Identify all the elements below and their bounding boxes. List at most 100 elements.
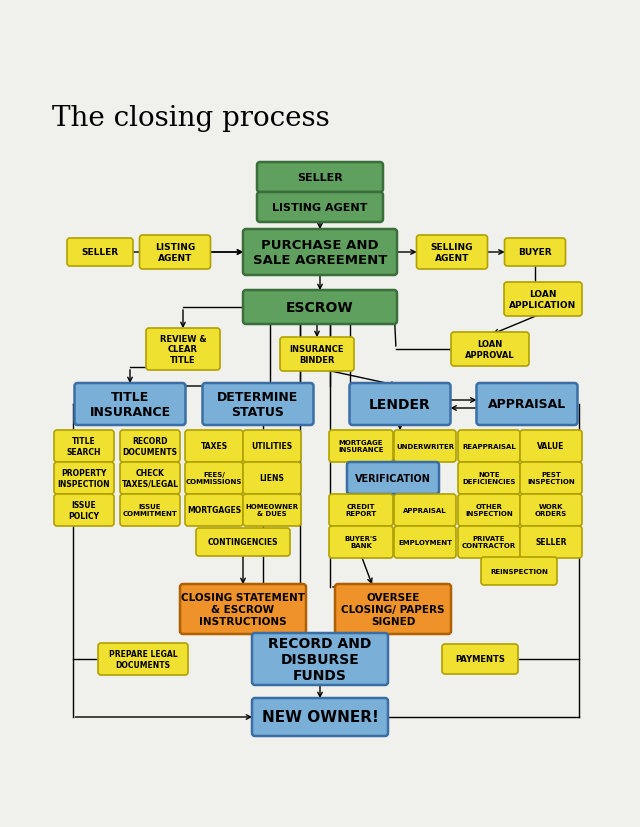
Text: NEW OWNER!: NEW OWNER! [262, 710, 378, 724]
FancyBboxPatch shape [257, 193, 383, 222]
FancyBboxPatch shape [120, 495, 180, 526]
FancyBboxPatch shape [335, 585, 451, 634]
FancyBboxPatch shape [180, 585, 306, 634]
FancyBboxPatch shape [54, 495, 114, 526]
FancyBboxPatch shape [252, 698, 388, 736]
Text: HOMEOWNER
& DUES: HOMEOWNER & DUES [245, 504, 299, 517]
Text: PROPERTY
INSPECTION: PROPERTY INSPECTION [58, 469, 110, 488]
Text: RECORD
DOCUMENTS: RECORD DOCUMENTS [122, 437, 177, 457]
Text: LIENS: LIENS [260, 474, 284, 483]
Text: PEST
INSPECTION: PEST INSPECTION [527, 472, 575, 485]
Text: DETERMINE
STATUS: DETERMINE STATUS [218, 390, 299, 418]
FancyBboxPatch shape [329, 495, 393, 526]
FancyBboxPatch shape [458, 462, 520, 495]
Text: The closing process: The closing process [52, 104, 330, 131]
Text: PREPARE LEGAL
DOCUMENTS: PREPARE LEGAL DOCUMENTS [109, 649, 177, 669]
FancyBboxPatch shape [329, 526, 393, 558]
Text: LISTING AGENT: LISTING AGENT [272, 203, 368, 213]
FancyBboxPatch shape [98, 643, 188, 675]
FancyBboxPatch shape [280, 337, 354, 371]
Text: CLOSING STATEMENT
& ESCROW
INSTRUCTIONS: CLOSING STATEMENT & ESCROW INSTRUCTIONS [181, 593, 305, 626]
Text: ISSUE
COMMITMENT: ISSUE COMMITMENT [123, 504, 177, 517]
Text: BUYER'S
BANK: BUYER'S BANK [344, 536, 378, 549]
Text: PAYMENTS: PAYMENTS [455, 655, 505, 664]
FancyBboxPatch shape [520, 462, 582, 495]
FancyBboxPatch shape [54, 431, 114, 462]
Text: RECORD AND
DISBURSE
FUNDS: RECORD AND DISBURSE FUNDS [268, 636, 372, 682]
Text: VERIFICATION: VERIFICATION [355, 473, 431, 484]
FancyBboxPatch shape [504, 239, 566, 266]
Text: REAPPRAISAL: REAPPRAISAL [462, 443, 516, 449]
Text: REINSPECTION: REINSPECTION [490, 568, 548, 574]
Text: MORTGAGES: MORTGAGES [187, 506, 241, 515]
Text: OTHER
INSPECTION: OTHER INSPECTION [465, 504, 513, 517]
Text: APPRAISAL: APPRAISAL [403, 508, 447, 514]
FancyBboxPatch shape [185, 495, 243, 526]
Text: UTILITIES: UTILITIES [252, 442, 292, 451]
Text: FEES/
COMMISSIONS: FEES/ COMMISSIONS [186, 472, 242, 485]
FancyBboxPatch shape [257, 163, 383, 193]
FancyBboxPatch shape [347, 462, 439, 495]
Text: LOAN
APPLICATION: LOAN APPLICATION [509, 290, 577, 309]
FancyBboxPatch shape [477, 384, 577, 425]
FancyBboxPatch shape [120, 431, 180, 462]
FancyBboxPatch shape [54, 462, 114, 495]
FancyBboxPatch shape [394, 495, 456, 526]
FancyBboxPatch shape [504, 283, 582, 317]
FancyBboxPatch shape [394, 526, 456, 558]
FancyBboxPatch shape [458, 431, 520, 462]
Text: TITLE
INSURANCE: TITLE INSURANCE [90, 390, 171, 418]
FancyBboxPatch shape [196, 528, 290, 557]
FancyBboxPatch shape [243, 230, 397, 275]
FancyBboxPatch shape [458, 526, 520, 558]
FancyBboxPatch shape [451, 332, 529, 366]
FancyBboxPatch shape [202, 384, 314, 425]
FancyBboxPatch shape [243, 290, 397, 325]
FancyBboxPatch shape [67, 239, 133, 266]
Text: ISSUE
POLICY: ISSUE POLICY [68, 500, 99, 520]
Text: ESCROW: ESCROW [286, 301, 354, 314]
FancyBboxPatch shape [185, 462, 243, 495]
Text: VALUE: VALUE [538, 442, 564, 451]
Text: BUYER: BUYER [518, 248, 552, 257]
FancyBboxPatch shape [481, 557, 557, 586]
Text: WORK
ORDERS: WORK ORDERS [535, 504, 567, 517]
FancyBboxPatch shape [243, 431, 301, 462]
FancyBboxPatch shape [243, 495, 301, 526]
Text: INSURANCE
BINDER: INSURANCE BINDER [290, 345, 344, 364]
FancyBboxPatch shape [243, 462, 301, 495]
Text: CREDIT
REPORT: CREDIT REPORT [346, 504, 376, 517]
Text: PURCHASE AND
SALE AGREEMENT: PURCHASE AND SALE AGREEMENT [253, 239, 387, 266]
FancyBboxPatch shape [146, 328, 220, 370]
Text: NOTE
DEFICIENCIES: NOTE DEFICIENCIES [462, 472, 516, 485]
Text: EMPLOYMENT: EMPLOYMENT [398, 539, 452, 545]
FancyBboxPatch shape [140, 236, 211, 270]
Text: CONTINGENCIES: CONTINGENCIES [208, 538, 278, 547]
Text: LENDER: LENDER [369, 398, 431, 412]
Text: LISTING
AGENT: LISTING AGENT [155, 243, 195, 262]
FancyBboxPatch shape [520, 431, 582, 462]
Text: OVERSEE
CLOSING/ PAPERS
SIGNED: OVERSEE CLOSING/ PAPERS SIGNED [341, 593, 445, 626]
Text: MORTGAGE
INSURANCE: MORTGAGE INSURANCE [339, 440, 384, 453]
FancyBboxPatch shape [349, 384, 451, 425]
Text: SELLER: SELLER [535, 538, 567, 547]
Text: REVIEW &
CLEAR
TITLE: REVIEW & CLEAR TITLE [160, 335, 206, 365]
Text: SELLER: SELLER [297, 173, 343, 183]
Text: TAXES: TAXES [200, 442, 228, 451]
FancyBboxPatch shape [520, 495, 582, 526]
FancyBboxPatch shape [185, 431, 243, 462]
FancyBboxPatch shape [520, 526, 582, 558]
Text: UNDERWRITER: UNDERWRITER [396, 443, 454, 449]
FancyBboxPatch shape [120, 462, 180, 495]
Text: SELLING
AGENT: SELLING AGENT [431, 243, 473, 262]
Text: SELLER: SELLER [81, 248, 118, 257]
Text: LOAN
APPROVAL: LOAN APPROVAL [465, 340, 515, 359]
FancyBboxPatch shape [442, 644, 518, 674]
FancyBboxPatch shape [329, 431, 393, 462]
Text: CHECK
TAXES/LEGAL: CHECK TAXES/LEGAL [122, 469, 179, 488]
Text: APPRAISAL: APPRAISAL [488, 398, 566, 411]
FancyBboxPatch shape [417, 236, 488, 270]
FancyBboxPatch shape [458, 495, 520, 526]
Text: PRIVATE
CONTRACTOR: PRIVATE CONTRACTOR [462, 536, 516, 549]
Text: TITLE
SEARCH: TITLE SEARCH [67, 437, 101, 457]
